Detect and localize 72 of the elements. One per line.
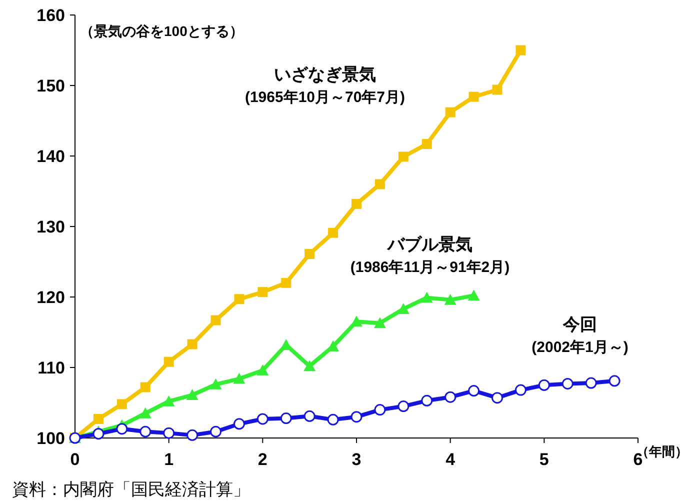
point — [186, 388, 198, 400]
point — [444, 294, 456, 305]
point — [140, 426, 152, 438]
point — [538, 379, 550, 391]
point — [280, 412, 292, 424]
point — [304, 410, 316, 422]
point — [350, 316, 362, 327]
point — [116, 423, 128, 435]
point — [139, 407, 152, 418]
point — [468, 290, 480, 301]
y-tick-label: 140 — [36, 146, 65, 166]
text: バブル景気 (1986年11月～91年2月) — [350, 235, 510, 276]
point — [210, 426, 222, 438]
text: いざなぎ景気 (1965年10月～70年7月) — [244, 65, 406, 106]
point — [258, 287, 268, 298]
point — [256, 413, 268, 425]
point — [162, 395, 175, 406]
point — [374, 404, 386, 416]
point — [492, 84, 502, 95]
point — [444, 391, 456, 403]
point — [562, 378, 574, 390]
point — [163, 427, 175, 439]
point — [492, 392, 503, 404]
point — [585, 377, 597, 389]
y-tick-label: 130 — [36, 217, 65, 236]
text: 資料：内閣府「国民経済計算」 — [12, 480, 250, 499]
y-tick-label: 100 — [36, 428, 65, 448]
point — [514, 384, 526, 396]
point — [468, 385, 480, 397]
y-axis-title: （景気の谷を100とする） — [80, 23, 244, 39]
point — [327, 414, 339, 426]
y-tick-label: 150 — [36, 76, 65, 96]
point — [233, 372, 246, 384]
y-tick-label: 160 — [36, 6, 65, 25]
point — [468, 92, 479, 102]
point — [421, 394, 433, 406]
point — [164, 356, 174, 367]
x-tick-label: 0 — [70, 450, 80, 469]
point — [187, 339, 198, 350]
y-tick-label: 110 — [38, 358, 65, 378]
point — [256, 364, 269, 376]
series-label: 今回 (2002年1月～) — [532, 315, 628, 356]
x-tick-label: 1 — [164, 450, 174, 469]
point — [92, 428, 104, 440]
point — [422, 139, 432, 150]
x-tick-label: 5 — [539, 450, 549, 469]
point — [140, 382, 150, 392]
x-tick-label: 2 — [258, 450, 268, 469]
point — [116, 399, 127, 410]
point — [328, 228, 338, 238]
point — [398, 400, 410, 412]
point — [374, 317, 386, 328]
point — [210, 378, 222, 390]
x-tick-label: 4 — [446, 450, 456, 469]
point — [516, 45, 526, 56]
point — [350, 411, 362, 423]
point — [445, 107, 456, 118]
point — [420, 292, 433, 303]
point — [608, 375, 620, 387]
point — [233, 418, 245, 430]
point — [93, 414, 104, 424]
point — [234, 294, 244, 304]
point — [304, 360, 316, 372]
x-tick-label: 3 — [352, 450, 362, 469]
point — [304, 248, 315, 259]
point — [374, 179, 385, 190]
y-tick-label: 120 — [36, 288, 65, 307]
point — [398, 152, 408, 162]
point — [186, 429, 198, 441]
point — [281, 278, 292, 288]
point — [210, 315, 221, 326]
point — [352, 198, 362, 209]
